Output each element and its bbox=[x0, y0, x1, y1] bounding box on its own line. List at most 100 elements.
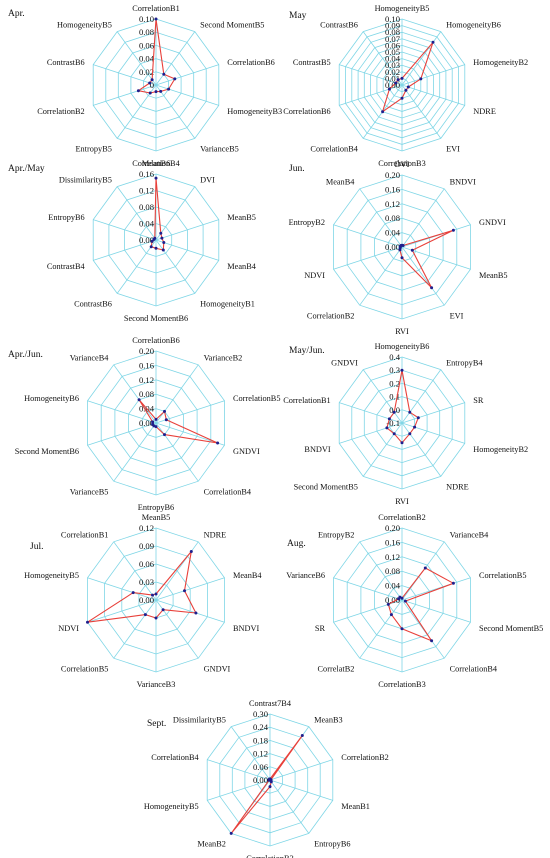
tick-label: 0.12 bbox=[385, 552, 400, 562]
axis-label: EntropyB6 bbox=[48, 213, 84, 222]
data-point bbox=[398, 595, 402, 599]
tick-label: 0.18 bbox=[253, 735, 268, 745]
data-point bbox=[86, 620, 89, 624]
tick-label: 0.00 bbox=[385, 80, 400, 90]
tick-label: 0.02 bbox=[385, 67, 400, 77]
tick-label: 0.30 bbox=[253, 709, 268, 719]
axis-label: CorrelationB3 bbox=[378, 680, 425, 689]
data-point bbox=[163, 433, 166, 437]
data-point bbox=[396, 78, 400, 82]
axis-spoke bbox=[359, 599, 403, 659]
tick-label: 0.08 bbox=[139, 389, 154, 399]
axis-label: EntropyB4 bbox=[446, 358, 483, 367]
tick-label: 0.00 bbox=[253, 775, 268, 785]
axis-label: NDRE bbox=[473, 107, 496, 116]
data-point bbox=[430, 639, 434, 643]
data-point bbox=[385, 426, 389, 430]
axis-spoke bbox=[269, 759, 333, 781]
axis-label: GNDVI bbox=[331, 358, 358, 367]
radar-panel: 0.20 0.16 0.12 0.08 0.04 0.00 DVI BNDVI GNDVI Mea… bbox=[289, 160, 508, 336]
data-point bbox=[267, 777, 271, 781]
axis-spoke bbox=[87, 577, 157, 601]
data-point bbox=[399, 244, 403, 247]
tick-label: 0.03 bbox=[385, 60, 400, 70]
panel-title: Jun. bbox=[289, 164, 305, 174]
tick-label: 0.10 bbox=[385, 14, 400, 24]
data-point bbox=[189, 550, 193, 553]
data-point bbox=[194, 611, 198, 615]
tick-label: 0.06 bbox=[139, 40, 155, 50]
axis-label: EntropyB5 bbox=[75, 145, 111, 154]
radar-panel: 0.100.090.080.070.060.050.040.030.020.01… bbox=[283, 4, 528, 168]
axis-spoke bbox=[113, 364, 157, 424]
axis-label: CorrelationB1 bbox=[283, 396, 330, 405]
axis-label: Second MomentB5 bbox=[479, 624, 543, 633]
axis-spoke bbox=[339, 84, 403, 106]
axis-label: BNDVI bbox=[304, 445, 331, 454]
axis-label: MeanB5 bbox=[227, 213, 256, 222]
axis-label: EVI bbox=[450, 312, 464, 321]
tick-label: 0.09 bbox=[385, 21, 400, 31]
axis-label: HomogeneityB6 bbox=[446, 20, 501, 29]
axis-label: Contrast7B4 bbox=[249, 699, 292, 708]
axis-spoke bbox=[333, 577, 403, 601]
tick-label: 0.10 bbox=[139, 14, 154, 24]
tick-label: 0.1 bbox=[389, 392, 400, 402]
data-point bbox=[162, 241, 166, 244]
axis-label: CorrelationB2 bbox=[341, 753, 388, 762]
tick-label: 0.04 bbox=[385, 54, 401, 64]
data-point bbox=[151, 420, 155, 424]
axis-label: Second MomentB5 bbox=[294, 483, 358, 492]
axis-label: GNDVI bbox=[479, 218, 506, 227]
axis-spoke bbox=[401, 64, 465, 86]
axis-spoke bbox=[401, 577, 471, 601]
axis-spoke bbox=[269, 779, 310, 834]
axis-spoke bbox=[401, 369, 442, 424]
tick-label: 0.20 bbox=[139, 346, 154, 356]
axis-label: VarianceB5 bbox=[200, 145, 239, 154]
axis-spoke bbox=[339, 64, 403, 86]
data-point bbox=[387, 87, 391, 91]
axis-label: ContrastB5 bbox=[293, 58, 331, 67]
axis-spoke bbox=[359, 188, 403, 248]
tick-label: 0.06 bbox=[385, 40, 401, 50]
axis-label: DissimilarityB5 bbox=[59, 175, 112, 184]
tick-label: 0.16 bbox=[385, 537, 401, 547]
tick-label: 0.12 bbox=[139, 523, 154, 533]
axis-label: ContrastB6 bbox=[320, 20, 358, 29]
axis-spoke bbox=[155, 64, 219, 86]
data-point bbox=[143, 613, 147, 617]
tick-label: 0.04 bbox=[385, 581, 401, 591]
axis-spoke bbox=[93, 84, 157, 106]
axis-label: NDVI bbox=[304, 271, 325, 280]
axis-spoke bbox=[93, 219, 157, 241]
data-point bbox=[229, 831, 233, 835]
data-point bbox=[163, 409, 166, 413]
radar-panel: 0.16 0.12 0.08 0.04 0.00 MeanB6 DVI MeanB5 MeanB… bbox=[8, 159, 257, 323]
data-point bbox=[404, 88, 408, 92]
data-point bbox=[159, 231, 163, 235]
axis-spoke bbox=[269, 779, 333, 801]
data-point bbox=[151, 593, 154, 597]
axis-label: MeanB4 bbox=[227, 262, 256, 271]
axis-label: CorrelationB6 bbox=[227, 58, 274, 67]
tick-label: 0.4 bbox=[389, 352, 400, 362]
tick-label: -0.1 bbox=[386, 418, 400, 428]
data-point bbox=[216, 441, 220, 445]
data-point bbox=[150, 239, 154, 243]
axis-label: CorrelationB3 bbox=[246, 854, 293, 858]
axis-label: VarianceB5 bbox=[70, 488, 109, 497]
panel-title: Sept. bbox=[147, 719, 166, 729]
tick-label: 0.07 bbox=[385, 34, 401, 44]
data-point bbox=[154, 17, 158, 21]
axis-label: EntropyB6 bbox=[138, 503, 174, 512]
axis-spoke bbox=[333, 246, 403, 270]
radar-panel: 0.200.160.120.080.040.00CorrelationB6Var… bbox=[8, 336, 280, 512]
data-point bbox=[389, 613, 393, 617]
tick-label: 0.08 bbox=[139, 202, 154, 212]
axis-label: CorrelationB5 bbox=[61, 665, 108, 674]
data-point bbox=[400, 256, 404, 260]
data-point bbox=[423, 566, 427, 570]
data-point bbox=[401, 244, 405, 247]
panel-title: Apr. bbox=[8, 9, 25, 19]
